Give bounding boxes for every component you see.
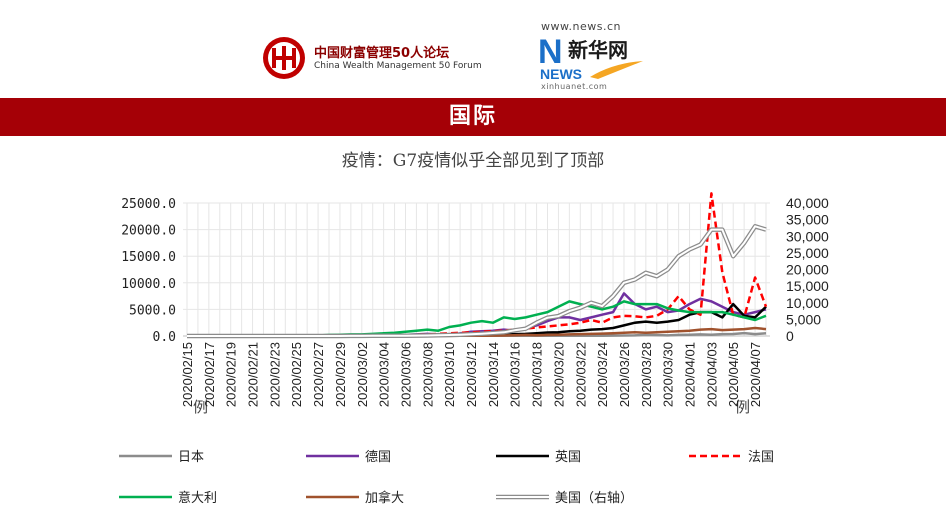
legend-swatch-canada bbox=[306, 495, 359, 499]
legend-item-france: 法国 bbox=[688, 446, 858, 466]
y-right-tick-label: 10,000 bbox=[786, 295, 829, 311]
legend-label-japan: 日本 bbox=[178, 450, 205, 465]
x-tick-label: 2020/03/20 bbox=[551, 342, 566, 407]
legend-swatch-uk bbox=[496, 454, 549, 458]
y-right-tick-label: 5,000 bbox=[786, 311, 821, 327]
x-tick-label: 2020/02/17 bbox=[202, 342, 217, 407]
news-url-2: xinhuanet.com bbox=[541, 82, 608, 91]
y-left-tick-label: 0.0 bbox=[153, 330, 176, 345]
x-tick-label: 2020/02/23 bbox=[267, 342, 282, 407]
x-tick-label: 2020/03/24 bbox=[595, 342, 610, 407]
y-right-tick-label: 15,000 bbox=[786, 278, 829, 294]
y-right-tick-label: 20,000 bbox=[786, 262, 829, 278]
x-tick-label: 2020/03/26 bbox=[617, 342, 632, 407]
x-tick-label: 2020/03/08 bbox=[420, 342, 435, 407]
x-tick-label: 2020/02/25 bbox=[289, 342, 304, 407]
g7-cases-chart: 0.0 5000.0 10000.0 15000.0 20000.0 25000.0 05,… bbox=[121, 192, 829, 416]
x-tick-label: 2020/04/03 bbox=[704, 342, 719, 407]
y-right-tick-label: 30,000 bbox=[786, 228, 829, 244]
x-tick-label: 2020/02/15 bbox=[180, 342, 195, 407]
section-banner bbox=[0, 98, 946, 136]
x-tick-label: 2020/03/04 bbox=[377, 342, 392, 407]
x-tick-label: 2020/03/12 bbox=[464, 342, 479, 407]
x-tick-label: 2020/03/10 bbox=[442, 342, 457, 407]
x-tick-label: 2020/03/30 bbox=[661, 342, 676, 407]
x-tick-label: 2020/04/01 bbox=[683, 342, 698, 407]
y-left-tick-label: 5000.0 bbox=[129, 303, 176, 318]
y-left-tick-label: 20000.0 bbox=[121, 224, 176, 239]
legend-swatch-germany bbox=[306, 454, 359, 458]
x-tick-label: 2020/02/21 bbox=[246, 342, 261, 407]
forum-name-cn: 中国财富管理50人论坛 bbox=[314, 46, 450, 61]
x-tick-label: 2020/02/27 bbox=[311, 342, 326, 407]
y-left-tick-label: 15000.0 bbox=[121, 250, 176, 265]
series-line-france bbox=[187, 192, 768, 338]
y-right-tick-label: 40,000 bbox=[786, 195, 829, 211]
news-brand: 新华网 bbox=[568, 38, 628, 62]
chart-title: 疫情：G7疫情似乎全部见到了顶部 bbox=[341, 151, 605, 171]
y-left-tick-label: 25000.0 bbox=[121, 197, 176, 212]
legend-label-germany: 德国 bbox=[365, 450, 392, 465]
legend-item-japan: 日本 bbox=[118, 446, 288, 466]
series-line-germany bbox=[187, 292, 767, 338]
legend-item-usa: 美国（右轴） bbox=[495, 487, 665, 507]
x-tick-label: 2020/03/02 bbox=[355, 342, 370, 407]
series-line-usa bbox=[187, 225, 767, 337]
y-right-unit-label: 例 bbox=[735, 398, 750, 416]
legend-item-germany: 德国 bbox=[305, 446, 475, 466]
legend-swatch-france bbox=[689, 454, 742, 458]
y-left-unit-label: 例 bbox=[193, 398, 208, 416]
legend-item-uk: 英国 bbox=[495, 446, 665, 466]
legend-label-france: 法国 bbox=[748, 450, 775, 465]
legend-swatch-japan bbox=[119, 454, 172, 458]
legend-label-italy: 意大利 bbox=[178, 491, 218, 506]
x-tick-label: 2020/03/14 bbox=[486, 342, 501, 407]
legend-item-italy: 意大利 bbox=[118, 487, 288, 507]
legend-label-canada: 加拿大 bbox=[365, 491, 405, 506]
x-tick-label: 2020/03/16 bbox=[508, 342, 523, 407]
x-tick-label: 2020/03/28 bbox=[639, 342, 654, 407]
x-tick-label: 2020/02/19 bbox=[224, 342, 239, 407]
xinhua-logo-icon: N NEWS 新华网 bbox=[538, 33, 643, 82]
x-tick-label: 2020/02/29 bbox=[333, 342, 348, 407]
section-title: 国际 bbox=[448, 104, 497, 129]
forum-logo-icon bbox=[263, 37, 305, 79]
y-right-tick-label: 0 bbox=[786, 328, 794, 344]
legend-label-uk: 英国 bbox=[555, 450, 582, 465]
forum-name-en: China Wealth Management 50 Forum bbox=[314, 61, 482, 71]
x-tick-label: 2020/04/07 bbox=[748, 342, 763, 407]
y-left-tick-label: 10000.0 bbox=[121, 277, 176, 292]
legend-item-canada: 加拿大 bbox=[305, 487, 475, 507]
news-url: www.news.cn bbox=[541, 20, 621, 33]
x-tick-label: 2020/03/22 bbox=[573, 342, 588, 407]
y-right-tick-label: 25,000 bbox=[786, 245, 829, 261]
legend-label-usa: 美国（右轴） bbox=[555, 491, 634, 506]
news-letters: NEWS bbox=[540, 66, 582, 82]
legend-swatch-italy bbox=[119, 495, 172, 499]
svg-text:N: N bbox=[538, 33, 563, 71]
legend-swatch-usa bbox=[496, 494, 549, 500]
x-tick-label: 2020/04/05 bbox=[726, 342, 741, 407]
header: 中国财富管理50人论坛 China Wealth Management 50 F… bbox=[0, 0, 946, 98]
x-tick-label: 2020/03/18 bbox=[530, 342, 545, 407]
y-right-tick-label: 35,000 bbox=[786, 212, 829, 228]
x-tick-label: 2020/03/06 bbox=[398, 342, 413, 407]
